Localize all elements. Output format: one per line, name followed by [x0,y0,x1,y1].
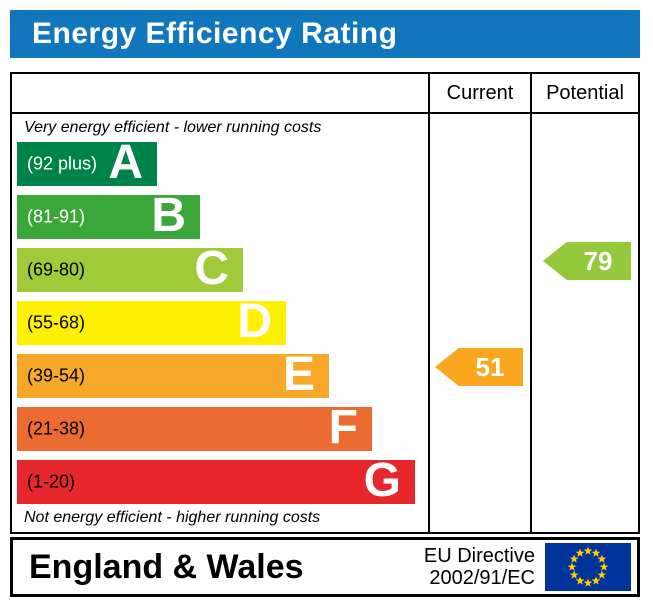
bottom-note: Not energy efficient - higher running co… [24,509,321,526]
eu-flag-star [597,554,607,563]
band-letter: B [151,189,186,243]
potential-column-header: Potential [530,74,638,114]
band-B: (81-91) B [17,189,200,243]
band-letter: G [363,454,401,508]
eu-flag-icon [545,543,631,591]
bands-column: Very energy efficient - lower running co… [12,114,428,532]
region-label: England & Wales [29,547,304,586]
eu-flag-star [567,562,577,571]
band-E: (39-54) E [17,348,329,402]
potential-rating-arrow: 79 [543,242,631,280]
footer-bar: England & Wales EU Directive 2002/91/EC [10,537,640,597]
band-D: (55-68) D [17,295,286,349]
eu-flag-star [591,548,601,557]
eu-flag-star [597,570,607,579]
eu-flag-star [599,562,609,571]
title-bar: Energy Efficiency Rating [10,10,640,58]
eu-flag-star [583,546,593,555]
band-letter: D [237,295,272,349]
band-range-label: (69-80) [27,259,86,280]
band-range-label: (81-91) [27,206,86,227]
band-letter: C [194,242,229,296]
band-range-label: (55-68) [27,312,86,333]
band-F: (21-38) F [17,401,372,455]
potential-column: 79 [530,114,638,532]
page-title: Energy Efficiency Rating [32,17,398,50]
eu-flag-star [583,578,593,587]
top-note: Very energy efficient - lower running co… [24,119,322,136]
band-range-label: (21-38) [27,418,86,439]
band-range-label: (92 plus) [27,153,98,174]
eu-flag-star [569,570,579,579]
band-G: (1-20) G [17,454,415,508]
eu-flag-star [575,576,585,585]
ratings-table: Current Potential Very energy efficient … [10,72,640,534]
band-letter: F [328,401,358,455]
band-letter: E [282,348,315,402]
eu-directive-line1: EU Directive [423,545,535,567]
band-range-label: (1-20) [27,471,76,492]
eu-flag-star [575,548,585,557]
eu-directive-line2: 2002/91/EC [429,567,535,589]
band-C: (69-80) C [17,242,243,296]
eu-flag-star [569,554,579,563]
band-range-label: (39-54) [27,365,86,386]
current-rating-arrow: 51 [435,348,523,386]
band-letter: A [108,136,143,190]
band-A: (92 plus) A [17,136,157,190]
header-spacer-cell [12,74,428,114]
current-column: 51 [428,114,530,532]
current-column-header: Current [428,74,530,114]
eu-directive-label: EU Directive 2002/91/EC [424,545,535,589]
eu-flag-star [591,576,601,585]
